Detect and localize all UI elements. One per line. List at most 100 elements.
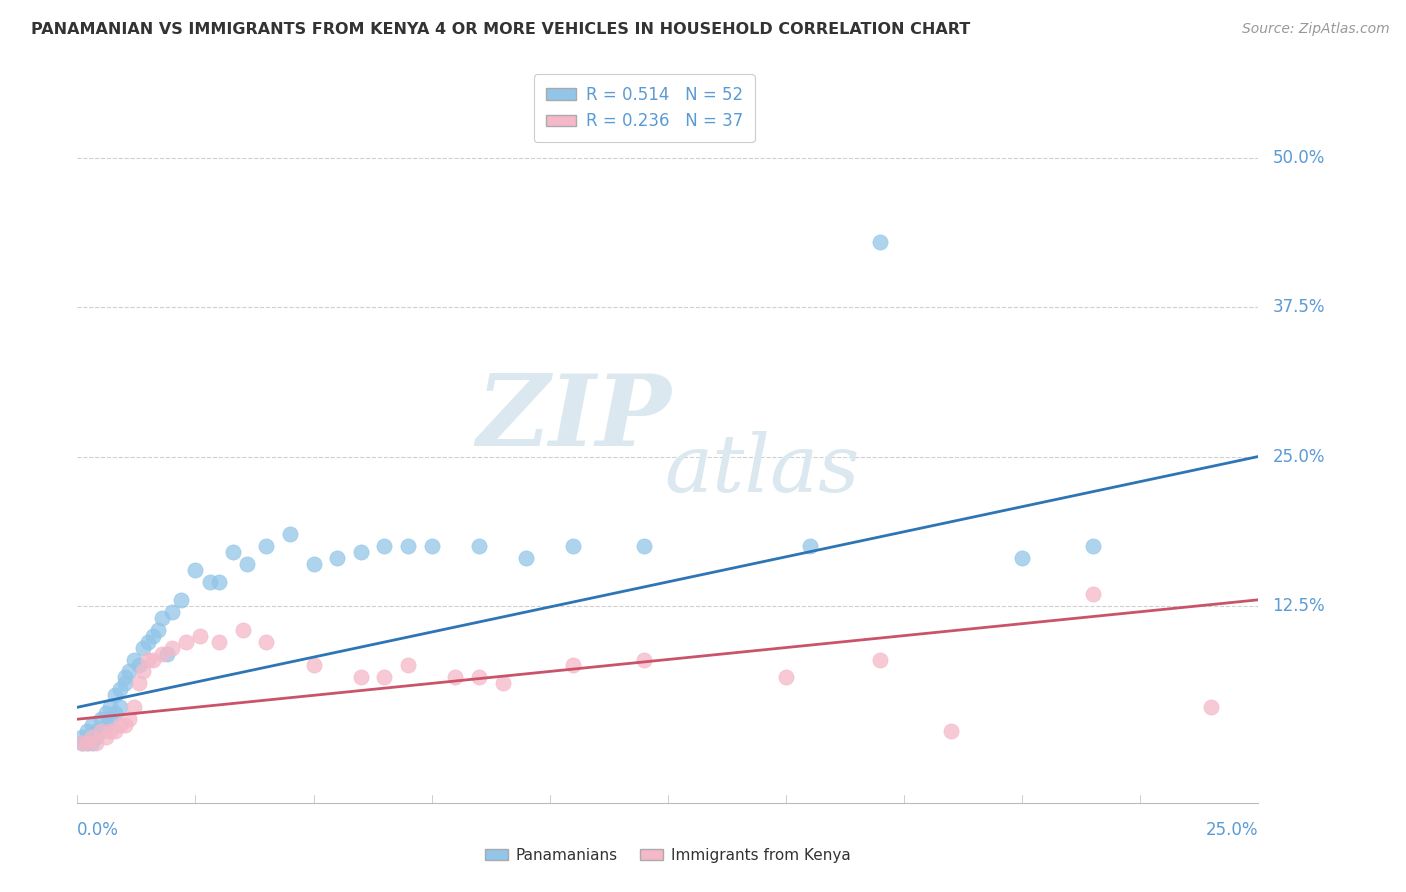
Point [80,736,103,750]
Point [70,736,93,750]
Point [104,689,127,703]
Point [90,724,112,739]
Point [100,724,122,739]
Text: 12.5%: 12.5% [1272,597,1326,615]
Point [136,652,159,666]
Point [100,712,122,726]
Point [302,658,325,673]
Point [869,235,891,249]
Text: Source: ZipAtlas.com: Source: ZipAtlas.com [1241,22,1389,37]
Point [302,557,325,571]
Point [100,700,122,714]
Point [70,730,93,744]
Point [254,634,277,648]
Point [1199,700,1222,714]
Point [94,730,117,744]
Point [170,592,193,607]
Point [278,527,301,541]
Point [80,718,103,732]
Point [562,658,585,673]
Point [94,718,117,732]
Point [198,574,221,589]
Point [76,736,98,750]
Point [160,605,183,619]
Point [90,712,112,726]
Text: 37.5%: 37.5% [1272,298,1324,317]
Point [396,658,419,673]
Point [633,539,655,553]
Point [350,545,373,559]
Point [80,730,103,744]
Point [84,736,107,750]
Point [444,670,467,684]
Point [188,629,211,643]
Point [562,539,585,553]
Point [1081,587,1104,601]
Point [373,539,395,553]
Point [491,676,513,690]
Point [208,574,231,589]
Point [1081,539,1104,553]
Point [775,670,797,684]
Point [128,676,150,690]
Point [232,623,254,637]
Point [799,539,821,553]
Point [114,718,136,732]
Point [254,539,277,553]
Point [84,724,107,739]
Point [132,640,155,655]
Point [108,700,131,714]
Text: atlas: atlas [665,431,860,508]
Point [174,634,197,648]
Point [104,724,127,739]
Point [222,545,245,559]
Point [633,652,655,666]
Point [396,539,419,553]
Point [236,557,259,571]
Point [420,539,443,553]
Point [94,706,117,721]
Point [184,563,207,577]
Point [122,700,145,714]
Point [118,665,141,679]
Point [326,551,349,566]
Point [108,682,131,697]
Text: 25.0%: 25.0% [1206,821,1258,838]
Point [128,658,150,673]
Point [869,652,891,666]
Point [373,670,395,684]
Text: 0.0%: 0.0% [77,821,120,838]
Point [90,724,112,739]
Text: 50.0%: 50.0% [1272,149,1324,167]
Point [142,629,165,643]
Point [515,551,537,566]
Point [468,670,491,684]
Point [468,539,491,553]
Point [132,665,155,679]
Point [70,736,93,750]
Point [104,706,127,721]
Point [150,647,173,661]
Point [76,736,98,750]
Legend: Panamanians, Immigrants from Kenya: Panamanians, Immigrants from Kenya [479,842,856,869]
Text: ZIP: ZIP [475,369,671,466]
Point [76,724,98,739]
Point [114,670,136,684]
Point [1011,551,1033,566]
Point [160,640,183,655]
Point [118,712,141,726]
Point [150,610,173,624]
Point [156,647,179,661]
Text: PANAMANIAN VS IMMIGRANTS FROM KENYA 4 OR MORE VEHICLES IN HOUSEHOLD CORRELATION : PANAMANIAN VS IMMIGRANTS FROM KENYA 4 OR… [31,22,970,37]
Point [136,634,159,648]
Point [350,670,373,684]
Text: 25.0%: 25.0% [1272,448,1324,466]
Point [84,730,107,744]
Point [941,724,963,739]
Point [114,676,136,690]
Point [142,652,165,666]
Point [122,652,145,666]
Point [146,623,169,637]
Point [108,718,131,732]
Point [208,634,231,648]
